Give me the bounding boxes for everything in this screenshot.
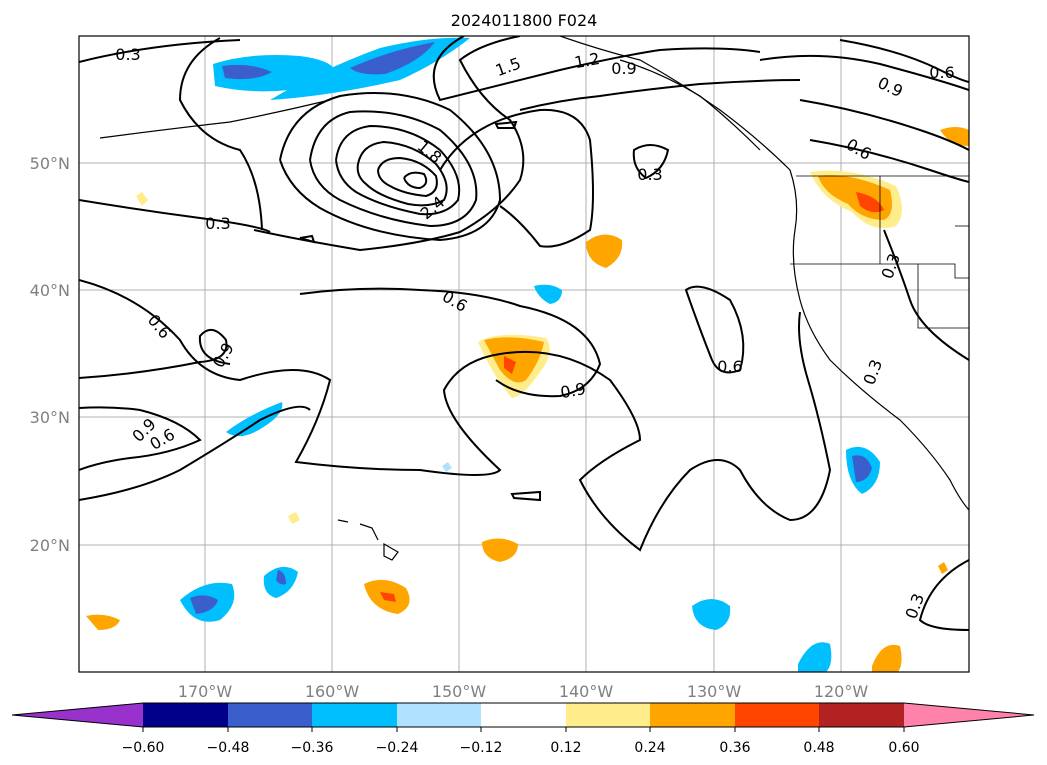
contour-label: 0.3 <box>205 214 230 233</box>
colorbar <box>11 702 1035 728</box>
contour-label: 0.9 <box>611 59 636 78</box>
lat-label: 30°N <box>30 408 70 427</box>
colorbar-tick-label: 0.36 <box>719 740 750 756</box>
colorbar-tick-label: −0.60 <box>122 740 165 756</box>
contour-label: 1.2 <box>573 49 601 72</box>
positive-anomaly-fills <box>86 127 969 672</box>
gridlines <box>79 36 969 672</box>
lon-label: 130°W <box>687 682 742 701</box>
lat-label: 50°N <box>30 154 70 173</box>
colorbar-swatch <box>566 703 650 727</box>
colorbar-swatch <box>735 703 819 727</box>
colorbar-swatch <box>397 703 481 727</box>
contour-label: 0.9 <box>559 379 587 402</box>
contour-label: 0.3 <box>637 165 662 184</box>
colorbar-swatch <box>650 703 735 727</box>
coastlines <box>99 36 969 561</box>
colorbar-tick-label: 0.48 <box>803 740 834 756</box>
colorbar-swatch <box>312 703 397 727</box>
colorbar-swatch <box>228 703 312 727</box>
colorbar-tick-label: −0.12 <box>460 740 503 756</box>
colorbar-ticks <box>142 727 905 732</box>
colorbar-tick-label: 0.60 <box>888 740 919 756</box>
contours <box>79 36 969 631</box>
lon-label: 170°W <box>178 682 233 701</box>
lon-label: 120°W <box>814 682 869 701</box>
negative-anomaly-fills <box>180 37 880 672</box>
colorbar-swatch <box>819 703 904 727</box>
borders <box>790 175 969 329</box>
contour-label: 0.6 <box>717 357 742 376</box>
map-frame <box>78 35 970 673</box>
colorbar-tick-label: 0.24 <box>634 740 665 756</box>
contour-label: 0.3 <box>115 45 140 64</box>
colorbar-swatch <box>143 703 228 727</box>
colorbar-tick-label: 0.12 <box>550 740 581 756</box>
colorbar-swatch <box>481 703 566 727</box>
contour-label: 0.6 <box>929 63 954 82</box>
lon-label: 160°W <box>305 682 360 701</box>
longitude-labels: 170°W 160°W 150°W 140°W 130°W 120°W <box>178 682 869 701</box>
lat-label: 20°N <box>30 536 70 555</box>
lon-label: 150°W <box>432 682 487 701</box>
lon-label: 140°W <box>559 682 614 701</box>
lat-label: 40°N <box>30 281 70 300</box>
colorbar-tick-label: −0.24 <box>376 740 419 756</box>
colorbar-extend-high <box>904 703 1034 727</box>
colorbar-tick-label: −0.36 <box>291 740 334 756</box>
colorbar-extend-low <box>12 703 143 727</box>
map-title: 2024011800 F024 <box>451 11 598 30</box>
colorbar-tick-label: −0.48 <box>207 740 250 756</box>
latitude-labels: 50°N 40°N 30°N 20°N <box>30 154 70 555</box>
colorbar-tick-labels: −0.60 −0.48 −0.36 −0.24 −0.12 0.12 0.24 … <box>122 740 920 756</box>
